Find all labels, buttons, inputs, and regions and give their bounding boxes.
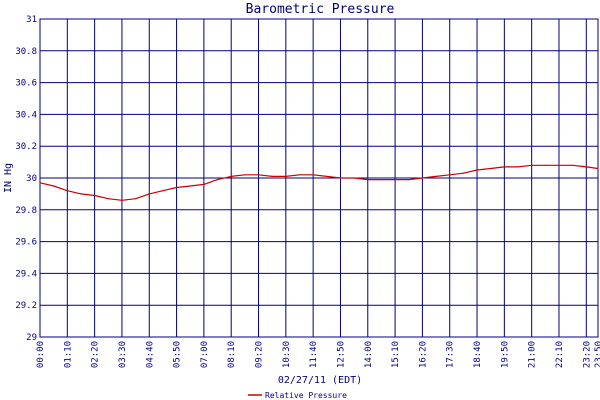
y-tick-label: 29.2 — [15, 301, 37, 311]
data-point — [80, 193, 82, 195]
data-point — [558, 164, 560, 166]
x-tick-label: 16:20 — [418, 341, 428, 368]
data-point — [230, 175, 232, 177]
data-point — [490, 167, 492, 170]
legend: Relative Pressure — [248, 391, 347, 400]
data-point — [394, 179, 396, 181]
data-point — [285, 175, 287, 177]
data-point — [121, 199, 123, 201]
data-point — [326, 175, 328, 177]
plot-frame — [39, 18, 599, 338]
x-tick-label: 23:20 — [582, 341, 592, 368]
x-tick-label: 21:00 — [528, 341, 538, 368]
data-point — [435, 175, 437, 177]
data-point — [298, 174, 301, 176]
y-tick-label: 30 — [26, 174, 37, 184]
y-axis-ticks: 29 29.2 29.4 29.6 29.8 30 30.2 30.4 30.6 30.8 31 — [15, 15, 37, 343]
data-point — [531, 164, 533, 166]
x-tick-label: 00:00 — [36, 341, 46, 368]
x-axis-label: 02/27/11 (EDT) — [278, 375, 362, 386]
x-tick-label: 22:10 — [555, 341, 565, 368]
data-point — [107, 198, 109, 200]
data-point — [312, 174, 314, 176]
chart-title: Barometric Pressure — [246, 2, 395, 17]
y-tick-label: 29.8 — [15, 206, 37, 216]
y-tick-label: 31 — [26, 15, 37, 25]
x-tick-label: 03:30 — [118, 341, 128, 368]
x-tick-label: 14:00 — [364, 341, 374, 368]
data-point — [572, 164, 574, 166]
data-point — [367, 179, 369, 181]
data-point — [380, 179, 382, 181]
x-tick-label: 17:30 — [446, 341, 456, 368]
x-tick-label: 08:10 — [227, 341, 237, 368]
y-tick-label: 29.4 — [15, 269, 37, 279]
data-point — [53, 185, 55, 187]
data-point — [544, 164, 546, 166]
series-line-relative-pressure — [39, 164, 599, 201]
data-point — [148, 193, 150, 195]
x-tick-label: 12:50 — [336, 341, 346, 368]
y-tick-label: 30.2 — [15, 142, 37, 152]
x-tick-label: 19:50 — [500, 341, 510, 368]
data-point — [503, 166, 505, 168]
x-tick-label: 05:50 — [173, 341, 183, 368]
x-tick-label: 23:50 — [594, 341, 600, 368]
x-axis-ticks: 00:00 01:10 02:20 03:30 04:40 05:50 07:00 08:10… — [36, 341, 600, 368]
data-point — [585, 166, 587, 168]
data-point — [257, 174, 260, 176]
data-point — [176, 186, 178, 189]
y-tick-label: 29 — [26, 333, 37, 343]
y-tick-label: 30.8 — [15, 47, 37, 57]
data-point — [94, 194, 96, 197]
data-point — [189, 185, 191, 187]
x-tick-label: 04:40 — [145, 341, 155, 368]
y-axis-label: IN Hg — [3, 163, 14, 193]
x-tick-label: 02:20 — [91, 341, 101, 368]
data-point — [135, 198, 137, 200]
y-tick-label: 30.4 — [15, 110, 37, 120]
x-tick-label: 15:10 — [391, 341, 401, 368]
data-point — [449, 174, 451, 176]
data-point — [421, 177, 423, 179]
data-point — [339, 177, 342, 179]
data-point — [517, 166, 519, 168]
data-point — [66, 190, 68, 192]
x-tick-label: 18:40 — [473, 341, 483, 368]
data-point — [244, 174, 246, 176]
data-point — [271, 175, 273, 177]
y-tick-label: 29.6 — [15, 238, 37, 248]
legend-label-relative-pressure: Relative Pressure — [265, 391, 347, 400]
data-point — [597, 167, 599, 170]
chart-grid — [39, 18, 599, 338]
data-point — [462, 172, 464, 174]
x-tick-label: 09:20 — [255, 341, 265, 368]
data-point — [476, 169, 478, 171]
data-point — [408, 179, 410, 181]
x-tick-label: 07:00 — [200, 341, 210, 368]
data-point — [353, 177, 355, 179]
data-point — [162, 190, 164, 192]
data-point — [216, 179, 219, 181]
series-layer — [39, 164, 599, 201]
x-tick-label: 11:40 — [309, 341, 319, 368]
x-tick-label: 10:30 — [282, 341, 292, 368]
y-tick-label: 30.6 — [15, 79, 37, 89]
data-point — [203, 183, 205, 185]
x-tick-label: 01:10 — [63, 341, 73, 368]
data-point — [39, 182, 41, 184]
